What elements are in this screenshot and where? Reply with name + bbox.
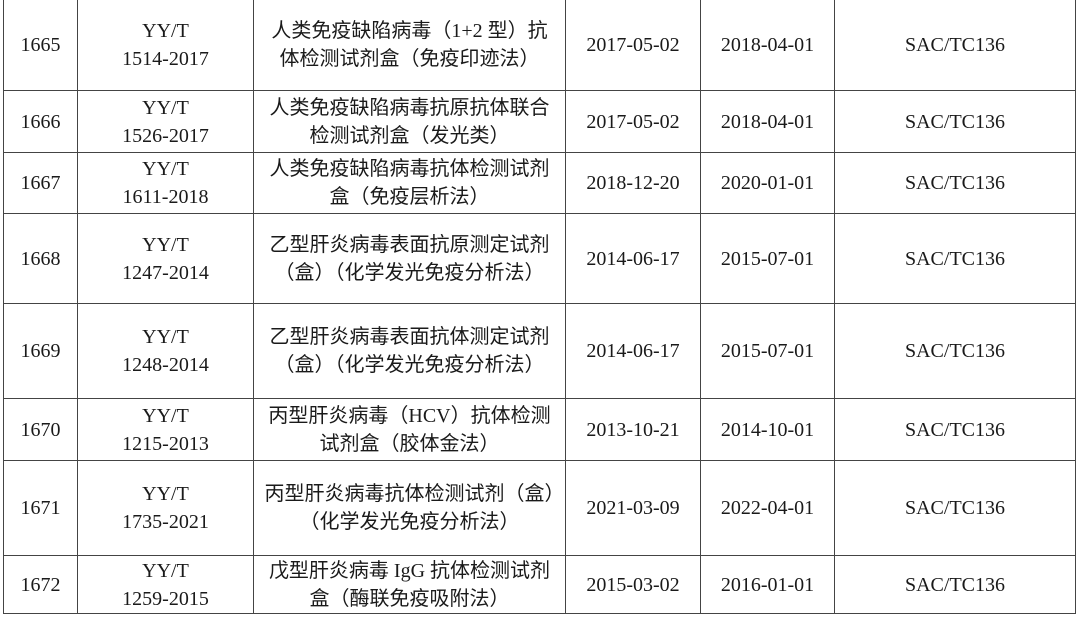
effective-date: 2018-04-01 bbox=[700, 90, 835, 153]
table-row: 1666 YY/T 1526-2017 人类免疫缺陷病毒抗原抗体联合检测试剂盒（发… bbox=[3, 90, 1076, 153]
code-number: 1611-2018 bbox=[122, 186, 209, 208]
standard-code: YY/T 1248-2014 bbox=[77, 303, 254, 399]
standard-name: 戊型肝炎病毒 IgG 抗体检测试剂盒（酶联免疫吸附法） bbox=[253, 555, 566, 614]
row-number: 1670 bbox=[3, 398, 78, 461]
code-number: 1526-2017 bbox=[122, 124, 209, 147]
code-prefix: YY/T bbox=[142, 404, 189, 427]
standard-code: YY/T 1526-2017 bbox=[77, 90, 254, 153]
table-row: 1669 YY/T 1248-2014 乙型肝炎病毒表面抗体测定试剂（盒）（化学发… bbox=[3, 303, 1076, 399]
committee: SAC/TC136 bbox=[834, 555, 1076, 614]
standard-code: YY/T 1611-2018 bbox=[77, 152, 254, 214]
issue-date: 2015-03-02 bbox=[565, 555, 701, 614]
row-number: 1668 bbox=[3, 213, 78, 304]
issue-date: 2014-06-17 bbox=[565, 303, 701, 399]
issue-date: 2013-10-21 bbox=[565, 398, 701, 461]
standard-name: 乙型肝炎病毒表面抗原测定试剂（盒）（化学发光免疫分析法） bbox=[253, 213, 566, 304]
effective-date: 2016-01-01 bbox=[700, 555, 835, 614]
code-number: 1215-2013 bbox=[122, 432, 209, 455]
code-prefix: YY/T bbox=[142, 326, 189, 348]
table-row: 1672 YY/T 1259-2015 戊型肝炎病毒 IgG 抗体检测试剂盒（酶联… bbox=[3, 555, 1076, 614]
standard-code: YY/T 1247-2014 bbox=[77, 213, 254, 304]
row-number: 1672 bbox=[3, 555, 78, 614]
committee: SAC/TC136 bbox=[834, 303, 1076, 399]
standard-name: 丙型肝炎病毒抗体检测试剂（盒）（化学发光免疫分析法） bbox=[253, 460, 566, 556]
standard-name: 乙型肝炎病毒表面抗体测定试剂（盒）（化学发光免疫分析法） bbox=[253, 303, 566, 399]
table-row: 1668 YY/T 1247-2014 乙型肝炎病毒表面抗原测定试剂（盒）（化学发… bbox=[3, 213, 1076, 304]
effective-date: 2020-01-01 bbox=[700, 152, 835, 214]
code-prefix: YY/T bbox=[142, 559, 189, 582]
standard-name: 人类免疫缺陷病毒抗体检测试剂盒（免疫层析法） bbox=[253, 152, 566, 214]
table-row: 1671 YY/T 1735-2021 丙型肝炎病毒抗体检测试剂（盒）（化学发光免… bbox=[3, 460, 1076, 556]
effective-date: 2018-04-01 bbox=[700, 0, 835, 91]
committee: SAC/TC136 bbox=[834, 90, 1076, 153]
effective-date: 2014-10-01 bbox=[700, 398, 835, 461]
code-number: 1259-2015 bbox=[122, 587, 209, 610]
table-row: 1670 YY/T 1215-2013 丙型肝炎病毒（HCV）抗体检测试剂盒（胶体… bbox=[3, 398, 1076, 461]
committee: SAC/TC136 bbox=[834, 152, 1076, 214]
row-number: 1671 bbox=[3, 460, 78, 556]
effective-date: 2022-04-01 bbox=[700, 460, 835, 556]
standard-code: YY/T 1514-2017 bbox=[77, 0, 254, 91]
standard-name: 人类免疫缺陷病毒（1+2 型）抗体检测试剂盒（免疫印迹法） bbox=[253, 0, 566, 91]
code-prefix: YY/T bbox=[142, 19, 189, 42]
standard-name: 丙型肝炎病毒（HCV）抗体检测试剂盒（胶体金法） bbox=[253, 398, 566, 461]
code-number: 1735-2021 bbox=[122, 511, 209, 533]
standard-code: YY/T 1215-2013 bbox=[77, 398, 254, 461]
table-row: 1665 YY/T 1514-2017 人类免疫缺陷病毒（1+2 型）抗体检测试剂… bbox=[3, 0, 1076, 91]
effective-date: 2015-07-01 bbox=[700, 213, 835, 304]
effective-date: 2015-07-01 bbox=[700, 303, 835, 399]
issue-date: 2018-12-20 bbox=[565, 152, 701, 214]
code-prefix: YY/T bbox=[142, 233, 189, 256]
committee: SAC/TC136 bbox=[834, 398, 1076, 461]
code-prefix: YY/T bbox=[142, 483, 189, 505]
code-number: 1247-2014 bbox=[122, 261, 209, 284]
committee: SAC/TC136 bbox=[834, 213, 1076, 304]
issue-date: 2014-06-17 bbox=[565, 213, 701, 304]
code-number: 1248-2014 bbox=[122, 354, 209, 376]
standard-name: 人类免疫缺陷病毒抗原抗体联合检测试剂盒（发光类） bbox=[253, 90, 566, 153]
code-number: 1514-2017 bbox=[122, 47, 209, 70]
table-row: 1667 YY/T 1611-2018 人类免疫缺陷病毒抗体检测试剂盒（免疫层析法… bbox=[3, 152, 1076, 214]
standard-code: YY/T 1259-2015 bbox=[77, 555, 254, 614]
row-number: 1666 bbox=[3, 90, 78, 153]
row-number: 1667 bbox=[3, 152, 78, 214]
issue-date: 2017-05-02 bbox=[565, 0, 701, 91]
standards-table: 1665 YY/T 1514-2017 人类免疫缺陷病毒（1+2 型）抗体检测试剂… bbox=[3, 0, 1076, 614]
code-prefix: YY/T bbox=[142, 158, 189, 180]
code-prefix: YY/T bbox=[142, 96, 189, 119]
committee: SAC/TC136 bbox=[834, 460, 1076, 556]
issue-date: 2021-03-09 bbox=[565, 460, 701, 556]
committee: SAC/TC136 bbox=[834, 0, 1076, 91]
row-number: 1665 bbox=[3, 0, 78, 91]
standard-code: YY/T 1735-2021 bbox=[77, 460, 254, 556]
row-number: 1669 bbox=[3, 303, 78, 399]
issue-date: 2017-05-02 bbox=[565, 90, 701, 153]
